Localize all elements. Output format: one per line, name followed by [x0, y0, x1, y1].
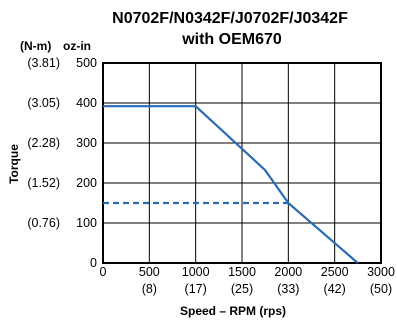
y-tick-metric-label: (3.05): [27, 96, 60, 110]
y-tick-label: 0: [90, 256, 97, 270]
x-tick-label: 2500: [321, 265, 349, 279]
x-tick-label: 2000: [274, 265, 302, 279]
y-tick-metric-label: (2.28): [27, 136, 60, 150]
x-tick-label: 1500: [228, 265, 256, 279]
x-tick-rps-label: (17): [185, 282, 207, 296]
y-tick-metric-label: (1.52): [27, 176, 60, 190]
y-unit-metric: (N-m): [20, 39, 51, 53]
y-tick-metric-label: (0.76): [27, 216, 60, 230]
x-tick-label: 3000: [367, 265, 395, 279]
x-axis-label: Speed – RPM (rps): [180, 304, 286, 318]
grid: [102, 62, 382, 264]
x-tick-rps-label: (50): [370, 282, 392, 296]
chart-title-line-1: N0702F/N0342F/J0702F/J0342F: [112, 10, 348, 27]
y-tick-label: 200: [76, 176, 97, 190]
torque-curve: [103, 105, 359, 264]
x-tick-rps-label: (8): [142, 282, 157, 296]
data-series: [103, 105, 359, 264]
x-tick-label: 500: [139, 265, 160, 279]
x-tick-label: 1000: [182, 265, 210, 279]
plot-frame: [102, 62, 382, 264]
x-tick-label: 0: [100, 265, 107, 279]
y-tick-label: 500: [76, 56, 97, 70]
chart-title-line-2: with OEM670: [181, 31, 282, 48]
y-tick-label: 300: [76, 136, 97, 150]
y-unit-imperial: oz-in: [63, 39, 91, 53]
y-tick-metric-label: (3.81): [27, 56, 60, 70]
x-tick-rps-label: (42): [324, 282, 346, 296]
y-tick-label: 400: [76, 96, 97, 110]
x-tick-rps-label: (33): [277, 282, 299, 296]
y-tick-label: 100: [76, 216, 97, 230]
y-axis-label: Torque: [7, 144, 21, 184]
tick-labels: 0 500(8)1000(17)1500(25)2000(33)2500(42)3…: [27, 56, 395, 296]
x-tick-rps-label: (25): [231, 282, 253, 296]
